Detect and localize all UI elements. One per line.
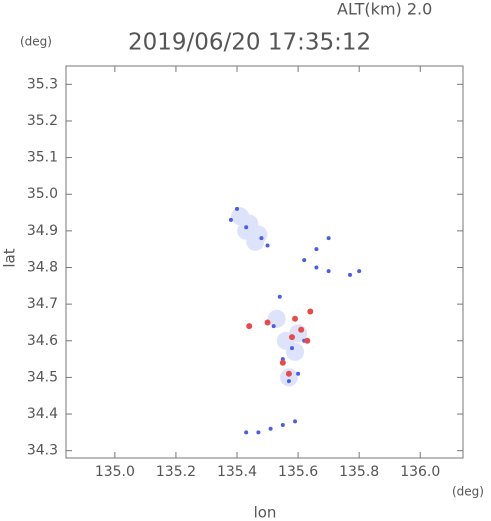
data-point bbox=[286, 379, 291, 384]
data-point bbox=[267, 309, 286, 328]
data-point bbox=[326, 236, 331, 241]
data-point bbox=[348, 272, 353, 277]
chart-title: 2019/06/20 17:35:12 bbox=[128, 30, 371, 56]
y-tick-label: 34.9 bbox=[27, 223, 58, 239]
y-tick-label: 34.3 bbox=[27, 443, 58, 459]
data-point bbox=[268, 426, 273, 431]
data-point bbox=[259, 236, 264, 241]
y-axis-label: lat bbox=[1, 248, 19, 267]
y-tick-label: 34.6 bbox=[27, 333, 58, 349]
data-point bbox=[293, 419, 298, 424]
data-point bbox=[244, 430, 249, 435]
data-point bbox=[285, 370, 292, 377]
data-point bbox=[256, 430, 261, 435]
data-point bbox=[264, 319, 271, 326]
data-point bbox=[288, 334, 295, 341]
y-tick-label: 34.7 bbox=[27, 296, 58, 312]
x-tick-label: 135.4 bbox=[217, 464, 257, 480]
data-point bbox=[246, 323, 253, 330]
data-point bbox=[302, 258, 307, 263]
y-tick-label: 35.2 bbox=[27, 113, 58, 129]
y-tick-label: 35.1 bbox=[27, 150, 58, 166]
data-point bbox=[314, 265, 319, 270]
x-unit: (deg) bbox=[452, 485, 484, 499]
data-point bbox=[277, 294, 282, 299]
x-tick-label: 135.0 bbox=[95, 464, 135, 480]
data-point bbox=[265, 243, 270, 248]
y-tick-label: 34.4 bbox=[27, 406, 58, 422]
data-point bbox=[307, 308, 314, 315]
chart-subtitle: ALT(km) 2.0 bbox=[337, 0, 432, 19]
x-axis-label: lon bbox=[254, 504, 277, 521]
data-point bbox=[292, 315, 299, 322]
x-tick-label: 135.2 bbox=[156, 464, 196, 480]
data-point bbox=[296, 371, 301, 376]
y-tick-label: 35.3 bbox=[27, 76, 58, 92]
data-point bbox=[235, 206, 240, 211]
data-point bbox=[304, 337, 311, 344]
data-point bbox=[271, 324, 276, 329]
plot-frame bbox=[65, 65, 464, 459]
data-point bbox=[286, 342, 305, 361]
y-tick-label: 34.5 bbox=[27, 369, 58, 385]
data-point bbox=[279, 359, 286, 366]
x-tick-label: 135.8 bbox=[339, 464, 379, 480]
data-point bbox=[289, 346, 294, 351]
y-unit: (deg) bbox=[20, 35, 52, 49]
data-point bbox=[314, 247, 319, 252]
data-point bbox=[298, 326, 305, 333]
y-tick-label: 35.0 bbox=[27, 186, 58, 202]
data-point bbox=[244, 225, 249, 230]
data-point bbox=[357, 269, 362, 274]
data-point bbox=[246, 232, 265, 251]
x-tick-label: 136.0 bbox=[400, 464, 440, 480]
data-point bbox=[279, 368, 298, 387]
x-tick-label: 135.6 bbox=[278, 464, 318, 480]
data-point bbox=[326, 269, 331, 274]
data-point bbox=[228, 217, 233, 222]
data-point bbox=[280, 423, 285, 428]
y-tick-label: 34.8 bbox=[27, 259, 58, 275]
